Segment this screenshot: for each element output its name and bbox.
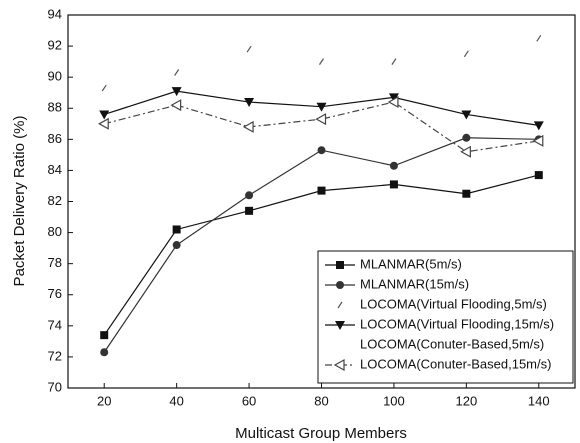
data-point bbox=[319, 58, 324, 65]
data-point bbox=[317, 186, 326, 195]
x-tick-label: 60 bbox=[242, 393, 256, 408]
legend-label: LOCOMA(Virtual Flooding,15m/s) bbox=[360, 316, 554, 331]
data-point bbox=[245, 206, 254, 215]
legend-marker bbox=[335, 321, 345, 330]
x-tick-label: 40 bbox=[169, 393, 183, 408]
data-point bbox=[101, 84, 107, 92]
data-point bbox=[532, 134, 544, 147]
data-point bbox=[172, 241, 181, 250]
data-point bbox=[533, 121, 544, 131]
legend-marker bbox=[336, 281, 344, 289]
data-point bbox=[100, 331, 109, 340]
x-tick-label: 20 bbox=[97, 393, 111, 408]
data-point bbox=[245, 191, 254, 200]
data-point bbox=[462, 189, 471, 198]
y-tick-label: 84 bbox=[48, 162, 62, 177]
legend-marker bbox=[336, 261, 344, 269]
data-point bbox=[242, 120, 254, 133]
y-tick-label: 78 bbox=[48, 255, 62, 270]
legend-label: MLANMAR(5m/s) bbox=[360, 256, 462, 271]
data-point bbox=[315, 113, 327, 126]
y-axis-label: Packet Delivery Ratio (%) bbox=[11, 116, 28, 287]
y-tick-label: 90 bbox=[48, 69, 62, 84]
legend-box bbox=[317, 250, 574, 384]
data-point bbox=[391, 58, 397, 65]
legend-marker bbox=[333, 358, 345, 372]
y-tick-label: 82 bbox=[48, 193, 62, 208]
data-point bbox=[100, 348, 109, 357]
y-tick-label: 74 bbox=[48, 317, 62, 332]
legend-label: LOCOMA(Conuter-Based,15m/s) bbox=[360, 356, 551, 371]
data-point bbox=[463, 50, 469, 58]
x-tick-label: 100 bbox=[383, 393, 405, 408]
data-point bbox=[174, 69, 180, 76]
y-tick-label: 70 bbox=[48, 379, 62, 394]
data-point bbox=[172, 225, 181, 234]
data-point bbox=[534, 171, 543, 180]
x-axis-label: Multicast Group Members bbox=[235, 425, 407, 442]
data-point bbox=[536, 34, 542, 42]
data-point bbox=[246, 45, 252, 53]
y-tick-label: 72 bbox=[48, 348, 62, 363]
y-tick-label: 92 bbox=[48, 38, 62, 53]
y-tick-label: 80 bbox=[48, 224, 62, 239]
data-point bbox=[316, 102, 327, 112]
x-tick-label: 140 bbox=[528, 393, 550, 408]
y-tick-label: 94 bbox=[48, 6, 62, 21]
y-tick-label: 86 bbox=[48, 131, 62, 146]
data-point bbox=[389, 161, 398, 170]
data-point bbox=[99, 110, 110, 120]
legend-marker bbox=[337, 301, 343, 309]
data-point bbox=[388, 93, 399, 103]
data-point bbox=[460, 145, 471, 158]
data-point bbox=[244, 98, 255, 108]
data-point bbox=[170, 99, 182, 112]
data-point bbox=[97, 117, 109, 130]
data-point bbox=[317, 146, 326, 155]
data-point bbox=[171, 87, 182, 97]
x-tick-label: 80 bbox=[314, 393, 328, 408]
x-tick-label: 120 bbox=[456, 393, 478, 408]
legend-label: LOCOMA(Virtual Flooding,5m/s) bbox=[360, 296, 547, 311]
data-point bbox=[462, 133, 471, 142]
y-tick-label: 76 bbox=[48, 286, 62, 301]
y-tick-label: 88 bbox=[48, 100, 62, 115]
legend-label: MLANMAR(15m/s) bbox=[360, 276, 469, 291]
data-point bbox=[387, 96, 399, 109]
data-point bbox=[389, 180, 398, 189]
data-point bbox=[461, 110, 472, 120]
legend-label: LOCOMA(Conuter-Based,5m/s) bbox=[360, 336, 544, 351]
